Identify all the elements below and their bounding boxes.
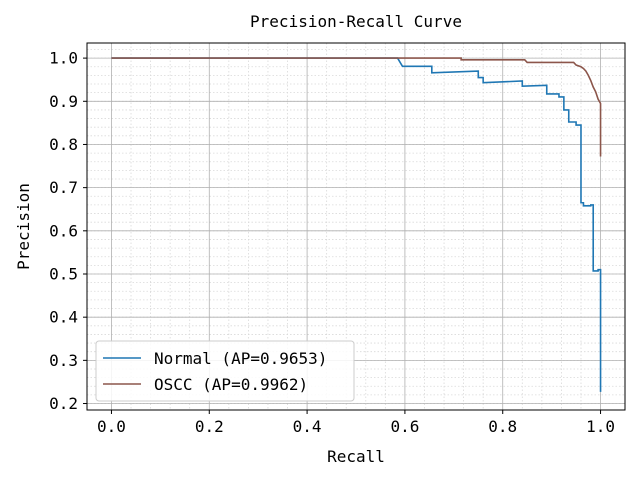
x-tick-label: 1.0 <box>586 417 615 436</box>
series-layer <box>111 57 602 392</box>
series-line-1 <box>111 57 602 157</box>
y-tick-label: 0.5 <box>49 264 78 283</box>
x-tick-label: 0.8 <box>488 417 517 436</box>
chart-title: Precision-Recall Curve <box>250 12 462 31</box>
x-tick-label: 0.2 <box>195 417 224 436</box>
legend: Normal (AP=0.9653) OSCC (AP=0.9962) <box>95 340 355 402</box>
x-tick-label: 0.0 <box>97 417 126 436</box>
y-axis-label: Precision <box>14 183 33 270</box>
y-tick-label: 0.8 <box>49 135 78 154</box>
legend-box <box>95 340 355 402</box>
y-tick-label: 0.4 <box>49 308 78 327</box>
y-tick-label: 0.3 <box>49 351 78 370</box>
y-tick-label: 0.6 <box>49 221 78 240</box>
y-tick-label: 0.2 <box>49 394 78 413</box>
legend-label-1: OSCC (AP=0.9962) <box>154 375 308 394</box>
legend-label-0: Normal (AP=0.9653) <box>154 349 327 368</box>
plot-frame <box>86 42 626 411</box>
x-tick-label: 0.4 <box>293 417 322 436</box>
grid <box>87 43 625 410</box>
x-tick-label: 0.6 <box>390 417 419 436</box>
ticks: 0.0 0.2 0.4 0.6 0.8 1.0 0.2 0.3 0.4 0.5 0.6 0.7 0.8 0… <box>49 49 615 436</box>
y-tick-label: 0.9 <box>49 92 78 111</box>
y-tick-label: 1.0 <box>49 49 78 68</box>
series-line-0 <box>111 57 602 392</box>
x-axis-label: Recall <box>327 447 385 466</box>
y-tick-label: 0.7 <box>49 178 78 197</box>
